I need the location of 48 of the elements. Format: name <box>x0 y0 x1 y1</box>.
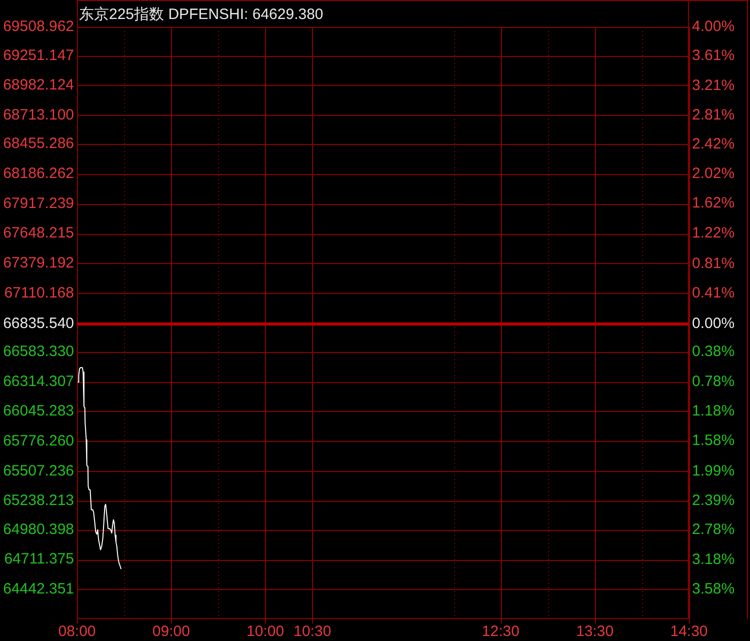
y2-tick-label: 0.41% <box>692 284 735 302</box>
y-tick-label: 69251.147 <box>3 46 74 64</box>
y-tick-label: 68186.262 <box>3 164 74 182</box>
y2-tick-label: 3.61% <box>692 47 735 64</box>
y2-tick-label: 4.00% <box>692 18 735 36</box>
y-tick-label: 68455.286 <box>3 135 74 152</box>
y2-tick-label: 1.62% <box>692 194 735 212</box>
y-tick-label: 64711.375 <box>4 550 74 568</box>
y2-tick-label: 2.81% <box>692 106 735 124</box>
y-tick-label: 65776.260 <box>3 432 74 450</box>
y2-tick-label: 1.58% <box>692 432 735 450</box>
y-tick-label: 67379.192 <box>3 254 74 272</box>
y2-tick-label: 2.78% <box>692 521 735 538</box>
y2-tick-label: 1.22% <box>692 224 735 242</box>
y-tick-label: 65507.236 <box>3 462 74 480</box>
y2-tick-label: 0.00% <box>692 314 735 332</box>
y2-tick-label: 2.39% <box>692 492 735 510</box>
x-tick-label: 10:30 <box>294 623 332 640</box>
y-tick-label: 69508.962 <box>3 18 74 36</box>
x-tick-label: 08:00 <box>58 623 96 640</box>
x-tick-label: 09:00 <box>152 623 190 640</box>
y2-tick-label: 0.38% <box>692 343 735 360</box>
y2-tick-label: 1.99% <box>692 462 735 480</box>
y2-tick-label: 1.18% <box>692 402 735 420</box>
y-tick-label: 66045.283 <box>3 402 74 420</box>
y-tick-label: 67648.215 <box>3 224 74 242</box>
y2-tick-label: 0.81% <box>692 254 735 272</box>
y-tick-label: 66314.307 <box>3 372 74 390</box>
y2-tick-label: 3.18% <box>692 550 735 568</box>
y2-tick-label: 3.58% <box>692 580 735 598</box>
y2-tick-label: 0.78% <box>692 372 735 390</box>
y-tick-label: 68982.124 <box>3 76 74 94</box>
y2-tick-label: 3.21% <box>692 76 735 94</box>
chart-title: 东京225指数 DPFENSHI: 64629.380 <box>79 6 324 24</box>
y-tick-label: 64442.351 <box>3 580 74 598</box>
y-tick-label: 68713.100 <box>3 106 74 124</box>
x-tick-label: 14:30 <box>670 623 708 640</box>
y-tick-label: 66583.330 <box>3 342 74 360</box>
y2-tick-label: 2.02% <box>692 165 735 182</box>
y2-tick-label: 2.42% <box>692 135 735 152</box>
y-tick-label: 66835.540 <box>3 314 74 332</box>
y-tick-label: 67110.168 <box>4 284 74 302</box>
x-tick-label: 12:30 <box>482 623 520 640</box>
x-tick-label: 13:30 <box>576 623 614 640</box>
y-tick-label: 65238.213 <box>3 492 74 510</box>
x-tick-label: 10:00 <box>246 623 284 640</box>
y-tick-label: 67917.239 <box>3 194 74 212</box>
y-tick-label: 64980.398 <box>3 520 74 538</box>
